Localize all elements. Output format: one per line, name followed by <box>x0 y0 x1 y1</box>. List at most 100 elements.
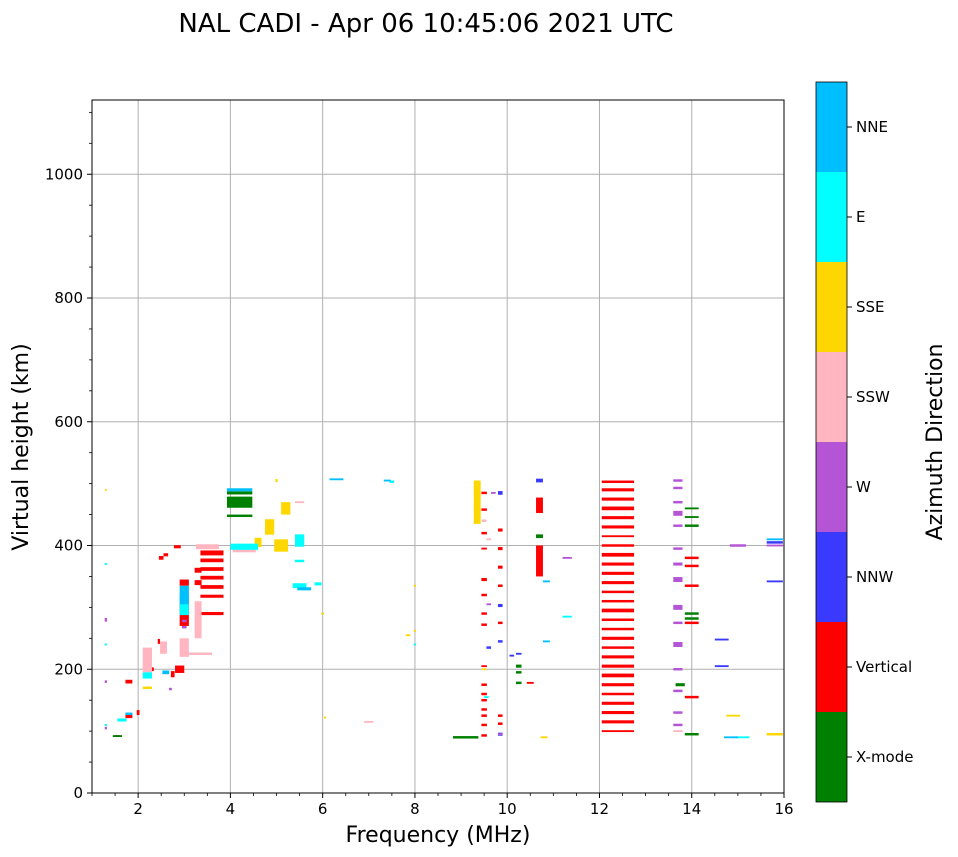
echo-point-vertical <box>601 497 635 501</box>
echo-point-sse <box>274 539 289 552</box>
echo-point-nne <box>383 479 391 482</box>
x-tick-label: 10 <box>498 800 517 818</box>
echo-point-vertical <box>481 593 487 597</box>
echo-point-vertical <box>179 579 189 586</box>
echo-point-vertical <box>481 577 487 582</box>
colorbar-frame <box>815 81 848 803</box>
echo-point-w <box>491 491 496 494</box>
echo-point-e <box>104 724 107 726</box>
colorbar-segment <box>816 352 847 442</box>
echo-point-x-mode <box>226 496 253 508</box>
echo-point-ssw <box>160 641 167 654</box>
echo-point-vertical <box>601 544 635 547</box>
echo-point-w <box>104 726 107 730</box>
echo-point-ssw <box>673 730 683 733</box>
echo-point-vertical <box>601 664 635 668</box>
echo-point-w <box>673 642 683 647</box>
echo-point-vertical <box>601 590 635 594</box>
colorbar-label: E <box>856 208 865 226</box>
echo-point-vertical <box>481 708 487 711</box>
colorbar-label: Vertical <box>856 658 912 676</box>
echo-point-e <box>142 672 152 679</box>
echo-point-e <box>389 480 395 484</box>
echo-point-vertical <box>601 535 635 538</box>
echo-point-vertical <box>481 612 487 615</box>
echo-point-nnw <box>766 580 783 583</box>
echo-point-nnw <box>497 640 503 643</box>
echo-point-vertical <box>200 550 224 556</box>
y-axis-title: Virtual height (km) <box>9 343 34 550</box>
echo-point-sse <box>413 584 417 587</box>
echo-point-w <box>766 544 783 547</box>
echo-point-w <box>673 547 683 550</box>
echo-point-x-mode <box>684 732 699 736</box>
echo-point-vertical <box>481 547 487 550</box>
echo-point-nne <box>542 580 550 583</box>
echo-point-e <box>104 563 107 565</box>
echo-point-e <box>413 643 417 646</box>
colorbar-segment <box>816 622 847 712</box>
x-axis-title: Frequency (MHz) <box>346 823 531 848</box>
echo-point-w <box>181 625 187 629</box>
echo-point-vertical <box>481 531 487 535</box>
echo-point-vertical <box>497 565 503 569</box>
echo-point-w <box>673 510 683 516</box>
echo-point-vertical <box>125 679 133 684</box>
echo-point-vertical <box>601 636 635 640</box>
grid-lines <box>92 100 785 794</box>
echo-point-w <box>104 617 107 622</box>
echo-point-nne <box>162 670 170 675</box>
echo-point-vertical <box>601 646 635 649</box>
echo-point-nnw <box>497 603 503 608</box>
echo-point-vertical <box>684 621 699 625</box>
colorbar-label: W <box>856 478 871 496</box>
echo-point-w <box>673 621 683 625</box>
x-tick-label: 8 <box>410 800 420 818</box>
colorbar-label: NNE <box>856 118 888 136</box>
echo-point-vertical <box>497 528 503 532</box>
echo-point-e <box>117 718 127 722</box>
echo-point-x-mode <box>226 514 253 518</box>
echo-point-w <box>104 680 107 683</box>
echo-point-sse <box>323 716 327 719</box>
echo-point-nnw <box>714 665 729 668</box>
echo-point-nnw <box>486 646 492 649</box>
echo-point-vertical <box>481 508 487 511</box>
echo-point-x-mode <box>515 664 522 668</box>
x-tick-label: 16 <box>774 800 793 818</box>
y-tick-label: 400 <box>54 537 83 555</box>
echo-point-x-mode <box>675 683 685 687</box>
echo-point-sse <box>142 686 152 690</box>
echo-point-nnw <box>714 638 729 641</box>
y-tick-label: 200 <box>54 660 83 678</box>
echo-point-vertical <box>601 480 635 484</box>
echo-point-vertical <box>601 618 635 621</box>
echo-point-vertical <box>684 584 699 587</box>
colorbar-label: NNW <box>856 568 893 586</box>
echo-point-vertical <box>601 711 635 715</box>
echo-point-vertical <box>601 599 635 603</box>
echo-point-w <box>673 689 683 693</box>
echo-point-x-mode <box>684 617 699 620</box>
echo-point-ssw <box>486 538 492 541</box>
echo-point-ssw <box>195 544 219 550</box>
echo-point-sse <box>481 668 487 671</box>
echo-point-sse <box>413 629 417 632</box>
echo-point-x-mode <box>684 612 699 615</box>
echo-point-ssw <box>481 519 487 522</box>
y-tick-label: 800 <box>54 289 83 307</box>
echo-point-sse <box>540 736 548 739</box>
echo-point-e <box>104 643 107 646</box>
echo-point-ssw <box>184 652 212 656</box>
echo-point-vertical <box>601 581 635 585</box>
echo-point-w <box>486 603 492 606</box>
echo-point-w <box>729 544 746 547</box>
echo-point-vertical <box>194 567 202 573</box>
y-tick-label: 1000 <box>45 165 83 183</box>
colorbar-label: X-mode <box>856 748 913 766</box>
echo-point-vertical <box>481 723 487 727</box>
echo-point-w <box>673 479 683 482</box>
echo-point-vertical <box>163 553 169 557</box>
echo-point-vertical <box>497 547 503 551</box>
x-axis-ticks: 2 4 6 8 10 12 14 16 <box>91 793 794 818</box>
